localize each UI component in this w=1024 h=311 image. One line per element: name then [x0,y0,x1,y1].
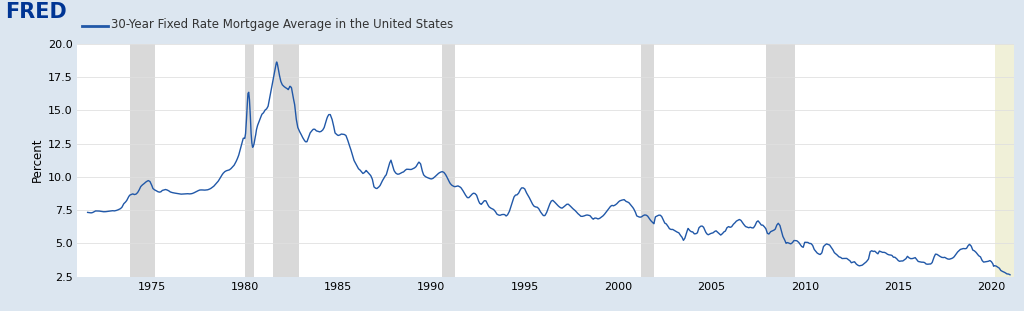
Bar [766,44,796,277]
Bar [245,44,254,277]
Text: FRED: FRED [5,2,67,21]
Y-axis label: Percent: Percent [31,138,44,183]
Bar [442,44,455,277]
Bar [994,44,1014,277]
Bar [641,44,654,277]
Text: 30-Year Fixed Rate Mortgage Average in the United States: 30-Year Fixed Rate Mortgage Average in t… [111,18,453,31]
Bar [130,44,155,277]
Bar [272,44,299,277]
